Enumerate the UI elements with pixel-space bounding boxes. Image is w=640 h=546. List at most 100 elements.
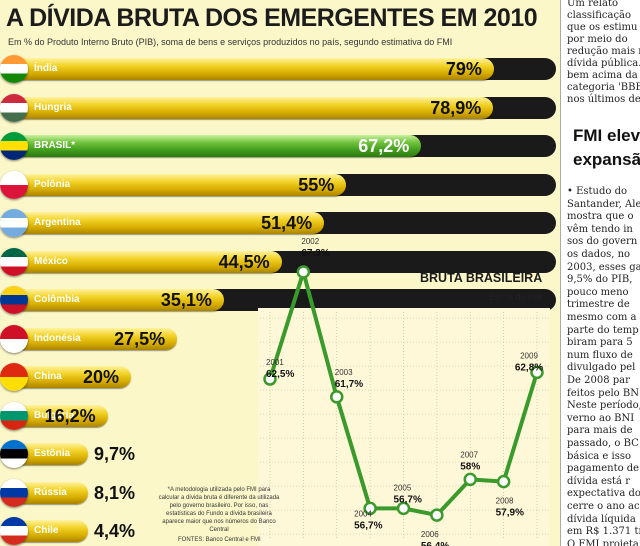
article-headline: FMI elev [573, 126, 640, 145]
article-text-line: Neste período, [567, 400, 640, 412]
bar-11 [8, 443, 88, 465]
article-text-line: num fluxo de [567, 349, 633, 361]
bar-category-label: Hungria [34, 102, 72, 113]
data-value-label: 57,9% [496, 508, 524, 519]
x-tick-label: 2006 [421, 530, 439, 539]
bar-value-label: 67,2% [358, 136, 410, 156]
data-point [430, 508, 444, 522]
article-text-line: classificação [567, 10, 632, 21]
bar-value-label: 79% [445, 59, 482, 79]
article-text-line: De 2008 par [567, 375, 630, 386]
bar-5 [8, 212, 325, 234]
article-headline: expansão [573, 150, 640, 169]
article-text-line: 9,5% do PIB, [567, 274, 633, 286]
bar-category-label: Rússia [34, 487, 67, 498]
data-point [463, 472, 477, 487]
flag-icon [0, 55, 28, 83]
article-text-line: pouco meno [567, 286, 629, 298]
data-value-label: 56,7% [354, 520, 382, 531]
data-value-label: 58% [460, 461, 480, 472]
bar-category-label: Argentina [34, 217, 81, 228]
bar-category-label: México [34, 256, 68, 267]
bar-value-label: 8,1% [94, 483, 136, 503]
bar-value-label: 9,7% [94, 444, 136, 464]
flag-icon [0, 171, 28, 199]
data-point [330, 390, 344, 404]
flag-icon [0, 363, 28, 391]
article-text-line: Santander, Ale [567, 198, 640, 210]
bar-1 [8, 58, 494, 80]
bar-category-label: Indonésia [34, 333, 81, 344]
article-text-line: dívida está r [567, 475, 630, 487]
sources: FONTES: Banco Central e FMI [178, 537, 261, 543]
article-text-line: básica e isso [567, 450, 632, 462]
x-tick-label: 2005 [394, 483, 412, 492]
data-point [363, 501, 377, 516]
article-text-line: mesmo com a [567, 312, 637, 323]
article-text-line: que os estimu [567, 22, 638, 33]
x-tick-label: 2008 [496, 497, 514, 506]
x-tick-label: 2004 [354, 509, 372, 518]
bar-10 [8, 405, 108, 427]
bar-8 [8, 328, 178, 350]
data-value-label: 56,4% [421, 541, 449, 546]
data-value-label: 56,7% [394, 494, 422, 505]
article-text-line: cerre o ano ac [567, 501, 640, 512]
data-point [496, 474, 511, 489]
bar-12 [8, 482, 88, 504]
data-point [396, 501, 411, 516]
article-text-line: pagamento de [567, 463, 640, 475]
flag-icon [0, 517, 28, 545]
bar-value-label: 20% [82, 367, 119, 387]
article-text-line: nos últimos de [567, 94, 640, 105]
bar-6 [8, 251, 282, 273]
bar-value-label: 78,9% [430, 98, 482, 118]
article-text-line: verno ao BNI [567, 412, 635, 424]
article-text-line: O FMI projeta [567, 538, 639, 546]
flag-icon [0, 325, 28, 353]
article-text-line: Um relató [567, 0, 618, 9]
flag-icon [0, 248, 28, 276]
data-value-label: 67,3% [301, 248, 329, 259]
data-point [530, 365, 544, 380]
bar-value-label: 51,4% [261, 213, 313, 233]
flag-icon [0, 479, 28, 507]
bar-3 [8, 135, 422, 157]
bar-category-label: Estônia [34, 448, 71, 459]
flag-icon [0, 286, 28, 314]
article-text-line: sos do govern [567, 236, 638, 248]
side-article-column: Um relató classificação que os estimu por m… [560, 0, 640, 546]
bar-value-label: 35,1% [160, 290, 212, 310]
data-point [296, 265, 311, 279]
flag-icon [0, 440, 28, 468]
bar-category-label: Índia [34, 63, 58, 74]
bar-category-label: Colômbia [34, 294, 80, 305]
data-point [263, 372, 277, 386]
article-text-line: mostra que o [567, 211, 634, 223]
bar-value-label: 44,5% [218, 252, 270, 272]
x-tick-label: 2009 [520, 351, 538, 360]
article-text-line: 2003, esses ga [567, 261, 640, 273]
article-text-line: trimestre de [567, 299, 630, 311]
line-chart-title: EVOLUÇÃO DA DÍVIDA BRUTA BRASILEIRA [412, 256, 550, 285]
line-chart-subtitle: Em % do PIB [489, 292, 543, 302]
bar-7 [8, 289, 224, 311]
bar-4 [8, 174, 347, 196]
bar-category-label: China [34, 371, 62, 382]
data-value-label: 61,7% [335, 379, 363, 390]
bar-13 [8, 520, 88, 542]
bar-category-label: Bulgária [34, 410, 75, 421]
footnote: *A metodologia utilizada pelo FMI para c… [158, 487, 280, 533]
bar-category-label: Chile [34, 525, 59, 536]
article-text-line: parte do temp [567, 324, 639, 336]
x-tick-label: 2002 [301, 237, 319, 246]
flag-icon [0, 94, 28, 122]
article-text-line: redução mais r [567, 46, 640, 57]
bar-value-label: 27,5% [114, 329, 166, 349]
bar-category-label: BRASIL* [34, 140, 76, 151]
x-tick-label: 2007 [460, 450, 478, 459]
bar-value-label: 55% [298, 175, 335, 195]
bar-chart: Índia 79% Hungria 78,9% BRASIL* 67,2% Polônia 5… [0, 55, 556, 545]
bar-value-label: 16,2% [44, 406, 96, 426]
